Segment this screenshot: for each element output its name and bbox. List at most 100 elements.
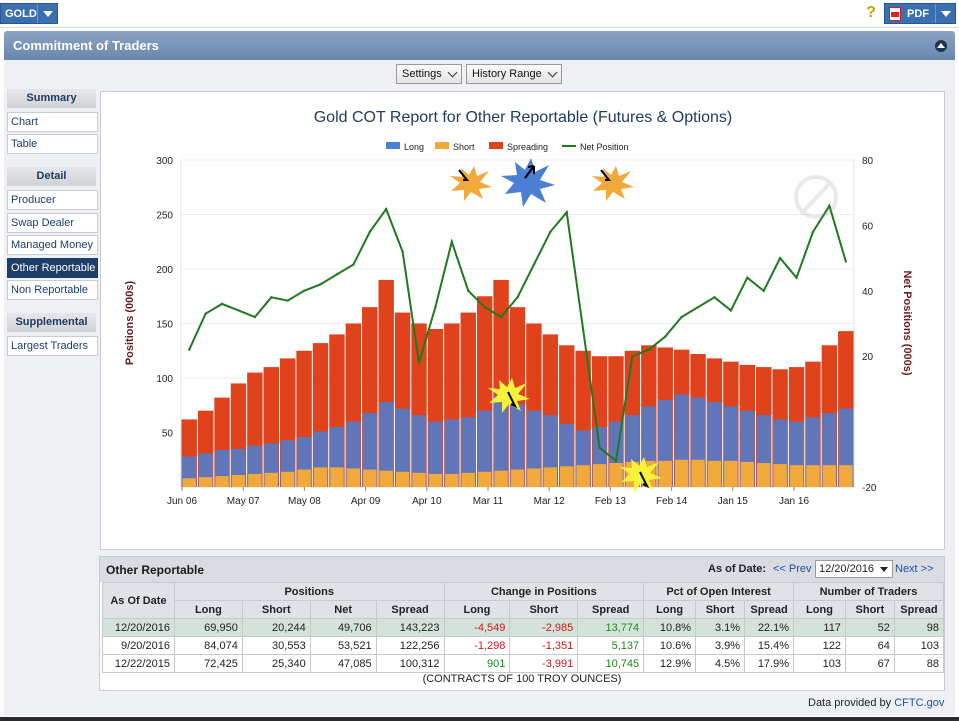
next-date-link[interactable]: Next >> [895, 563, 934, 575]
sidebar-detail-heading: Detail [7, 167, 96, 186]
collapse-icon[interactable] [935, 40, 947, 52]
cot-chart[interactable]: Gold COT Report for Other Reportable (Fu… [101, 92, 944, 549]
net-position-point [253, 315, 257, 319]
bar-short [789, 465, 804, 487]
net-position-point [598, 446, 601, 449]
x-tick-label: Apr 09 [351, 496, 381, 507]
net-position-point [220, 302, 224, 306]
cell-value: 100,312 [375, 654, 445, 673]
sidebar-item-non-reportable[interactable]: Non Reportable [7, 280, 98, 300]
pdf-button[interactable]: PDF [884, 3, 956, 24]
table-row[interactable]: 12/20/2016 69,950 20,244 49,706 143,223 … [102, 618, 945, 637]
x-tick-label: Mar 12 [534, 496, 566, 507]
y-tick-label: 150 [156, 320, 173, 331]
date-select-value: 12/20/2016 [819, 563, 875, 575]
net-position-point [762, 289, 765, 292]
x-tick-label: May 07 [227, 496, 260, 507]
event-marker-burst-4[interactable] [488, 378, 530, 413]
cell-date: 12/20/2016 [102, 618, 175, 637]
sidebar-item-chart[interactable]: Chart [7, 112, 98, 132]
column-header: Long [793, 600, 846, 619]
table-row[interactable]: 9/20/2016 84,074 30,553 53,521 122,256 -… [102, 636, 945, 655]
event-marker-burst-2[interactable] [501, 158, 555, 207]
net-position-point [319, 283, 322, 286]
cell-value: 67 [844, 654, 895, 673]
y2-tick-label: 80 [862, 156, 874, 167]
cell-value: 12.9% [643, 654, 697, 673]
cell-value: 84,074 [173, 636, 243, 655]
history-range-dropdown[interactable]: History Range [466, 64, 562, 84]
chart-net-line [188, 203, 847, 463]
net-position-point [795, 276, 798, 279]
cell-change: 10,745 [577, 654, 645, 673]
cell-value: 143,223 [375, 618, 445, 637]
cot-table: As Of Date Positions Change in Positions… [102, 582, 945, 673]
cftc-link[interactable]: CFTC.gov [894, 697, 945, 709]
sidebar-item-producer[interactable]: Producer [7, 190, 98, 210]
bar-short [477, 471, 492, 487]
event-marker-burst-5[interactable] [620, 457, 662, 492]
column-header: Spread [744, 600, 795, 619]
y-tick-label: 300 [156, 156, 173, 167]
pdf-dropdown-toggle[interactable] [935, 4, 955, 23]
y2-axis-ticks: -20 20 40 60 80 [862, 156, 877, 494]
net-position-point [565, 211, 568, 214]
bar-long [428, 421, 443, 487]
bar-long [461, 417, 476, 487]
sidebar-item-other-reportable[interactable]: Other Reportable [7, 258, 98, 278]
bar-short [445, 473, 459, 487]
sidebar-item-largest-traders[interactable]: Largest Traders [7, 336, 98, 356]
net-position-point [696, 305, 700, 309]
sidebar-item-managed-money[interactable]: Managed Money [7, 235, 98, 255]
date-select[interactable]: 12/20/2016 [815, 560, 893, 578]
event-marker-burst-1[interactable] [450, 166, 492, 201]
cell-value: 53,521 [309, 636, 377, 655]
cell-date: 9/20/2016 [102, 636, 175, 655]
column-header: Spread [375, 600, 445, 619]
bar-short [674, 459, 689, 487]
net-position-point [434, 305, 437, 309]
bar-short [707, 460, 722, 487]
y2-tick-label: 40 [862, 287, 874, 298]
table-footnote: (CONTRACTS OF 100 TROY OUNCES) [422, 673, 622, 685]
cell-value: 49,706 [309, 618, 377, 637]
y-tick-label: 250 [156, 211, 173, 222]
bar-short [839, 465, 853, 487]
panel-titlebar: Commitment of Traders [4, 31, 955, 60]
net-position-point [467, 289, 470, 292]
cell-value: 20,244 [241, 618, 311, 637]
bar-long [493, 395, 509, 487]
bar-short [576, 465, 590, 487]
settings-label: Settings [402, 68, 442, 80]
x-tick-label: May 08 [288, 496, 321, 507]
symbol-selector[interactable]: GOLD [0, 3, 58, 24]
cell-value: 52 [844, 618, 895, 637]
net-position-point [417, 361, 421, 364]
bar-long [526, 410, 542, 487]
settings-dropdown[interactable]: Settings [396, 64, 462, 84]
bar-short [428, 473, 443, 487]
sidebar-item-swap-dealer[interactable]: Swap Dealer [7, 213, 98, 233]
group-header-pct: Pct of Open Interest [643, 582, 795, 601]
y2-tick-label: 20 [862, 352, 874, 363]
prev-date-link[interactable]: << Prev [773, 563, 812, 575]
x-tick-label: Mar 11 [473, 496, 504, 507]
x-tick-label: Feb 14 [656, 496, 688, 507]
bar-long [510, 404, 525, 487]
cell-value: 3.1% [695, 618, 746, 637]
bar-short [461, 472, 475, 487]
help-icon[interactable]: ? [866, 4, 876, 21]
chevron-down-icon [547, 67, 558, 78]
cell-date: 12/22/2015 [102, 654, 175, 673]
symbol-dropdown-toggle[interactable] [37, 4, 57, 23]
bar-short [724, 460, 738, 487]
sidebar-item-table[interactable]: Table [7, 134, 98, 154]
x-axis-ticks: Jun 06 May 07 May 08 Apr 09 Apr 10 Mar 11 Mar … [167, 487, 809, 507]
table-row[interactable]: 12/22/2015 72,425 25,340 47,085 100,312 … [102, 654, 945, 673]
bar-short [280, 471, 295, 487]
event-marker-burst-3[interactable] [592, 166, 634, 201]
net-position-point [237, 309, 240, 312]
cell-value: 103 [893, 636, 945, 655]
table-sub-header-row: Long Short Net Spread Long Short Spread … [103, 600, 945, 619]
sidebar-summary-heading: Summary [7, 89, 96, 108]
